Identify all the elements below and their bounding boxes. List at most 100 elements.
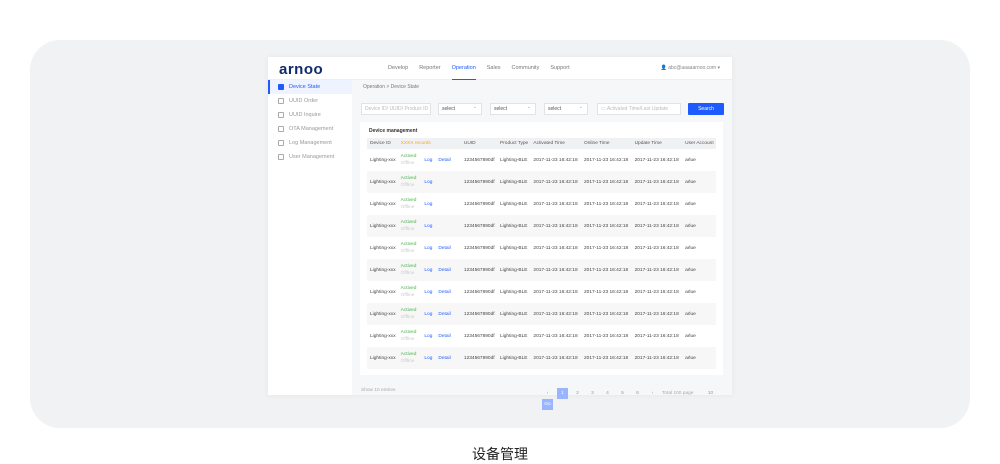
nav-support[interactable]: Support	[550, 65, 570, 71]
uuid: 1234567890df	[460, 303, 497, 325]
online-time: 2017-11-23 16:42:18	[581, 347, 632, 369]
activated-time: 2017-11-23 16:42:18	[533, 289, 578, 295]
activated-time: 2017-11-23 16:42:18	[533, 333, 578, 339]
sidebar-item-ota-management[interactable]: OTA Management	[268, 122, 352, 136]
table-row: Lighting-xxx Actived Offline Log Detail 12345…	[367, 347, 716, 369]
log-link[interactable]: Log	[424, 355, 433, 361]
user-account: arlue	[685, 245, 696, 251]
menu-icon	[278, 84, 284, 90]
detail-link[interactable]: Detail	[438, 157, 451, 163]
device-id: Lighting-xxx	[370, 157, 396, 163]
device-id: Lighting-xxx	[367, 259, 398, 281]
column-header: Update Time	[631, 138, 683, 149]
uuid: 1234567890df	[463, 289, 495, 295]
sidebar-item-device-state[interactable]: Device State	[268, 80, 352, 94]
nav-community[interactable]: Community	[511, 65, 540, 71]
log-link[interactable]: Log	[424, 223, 433, 229]
detail-link[interactable]: Detail	[438, 311, 451, 317]
online-time: 2017-11-23 16:42:18	[584, 201, 629, 207]
detail-link[interactable]: Detail	[438, 245, 451, 251]
sidebar-item-uuid-inquire[interactable]: UUID Inquire	[268, 108, 352, 122]
online-time: 2017-11-23 16:42:18	[581, 259, 632, 281]
activated-time: 2017-11-23 16:42:18	[533, 157, 578, 163]
page-6[interactable]: 6	[636, 391, 639, 396]
log-link[interactable]: Log	[424, 289, 433, 295]
status-actions: Actived Offline Log Detail	[398, 325, 461, 347]
sidebar-item-uuid-order[interactable]: UUID Order	[268, 94, 352, 108]
activated-time: 2017-11-23 16:42:18	[533, 201, 578, 207]
update-time: 2017-11-23 16:42:18	[631, 347, 683, 369]
table-row: Lighting-xxx Actived Offline Log 1234567890d…	[367, 193, 716, 215]
status-offline: Offline	[400, 293, 415, 298]
uuid: 1234567890df	[460, 347, 497, 369]
page-2[interactable]: 2	[576, 391, 579, 396]
page-5[interactable]: 5	[621, 391, 624, 396]
uuid: 1234567890df	[463, 245, 495, 251]
menu-icon	[278, 112, 284, 118]
status-offline: Offline	[400, 161, 415, 166]
status-offline: Offline	[400, 359, 415, 364]
log-link[interactable]: Log	[424, 179, 433, 185]
device-id: Lighting-xxx	[370, 201, 396, 207]
go-button[interactable]: Go	[542, 399, 553, 410]
log-link[interactable]: Log	[424, 333, 433, 339]
nav-operation[interactable]: Operation	[451, 57, 476, 80]
device-id: Lighting-xxx	[370, 245, 396, 251]
user-account: arlue	[682, 303, 716, 325]
log-link[interactable]: Log	[424, 311, 433, 317]
next-page-button[interactable]: ›	[651, 391, 654, 396]
detail-link[interactable]: Detail	[438, 289, 451, 295]
status: Actived Offline	[401, 351, 417, 365]
select-1[interactable]: select	[438, 102, 482, 115]
sidebar-item-label: User Management	[289, 154, 335, 160]
sidebar-item-log-management[interactable]: Log Management	[268, 136, 352, 150]
column-header: Activated Time	[530, 138, 581, 149]
status-activated: Actived	[400, 308, 417, 313]
status-actions: Actived Offline Log	[398, 193, 461, 215]
status: Actived Offline	[401, 307, 417, 321]
online-time: 2017-11-23 16:42:18	[581, 215, 632, 237]
sidebar-item-user-management[interactable]: User Management	[268, 150, 352, 164]
nav-reporter[interactable]: Reporter	[419, 65, 441, 71]
nav-develop[interactable]: Develop	[388, 65, 409, 71]
status-offline: Offline	[400, 227, 415, 232]
date-placeholder: Activated Time/Last Update	[606, 106, 668, 112]
log-link[interactable]: Log	[424, 267, 433, 273]
detail-link[interactable]: Detail	[438, 333, 451, 339]
detail-link[interactable]: Detail	[438, 355, 451, 361]
product-type: Lighting-BLE	[497, 215, 531, 237]
detail-link[interactable]: Detail	[438, 267, 451, 273]
update-time: 2017-11-23 16:42:18	[631, 303, 683, 325]
update-time: 2017-11-23 16:42:18	[631, 171, 683, 193]
table-row: Lighting-xxx Actived Offline Log Detail 12345…	[367, 259, 716, 281]
log-link[interactable]: Log	[424, 157, 433, 163]
prev-page-button[interactable]: ‹	[546, 391, 549, 396]
column-header: Online Time	[581, 138, 632, 149]
select-3[interactable]: select	[544, 102, 588, 115]
user-menu[interactable]: 👤 abc@aaaaarnoo.com ▾	[660, 65, 720, 71]
pagination: ‹ 1 2 3 4 5 6 › Total 100 page 10 Go	[542, 388, 732, 410]
select-2[interactable]: select	[490, 102, 536, 115]
table-row: Lighting-xxx Actived Offline Log Detail 12345…	[367, 149, 716, 171]
status-activated: Actived	[400, 330, 417, 335]
sidebar-item-label: Log Management	[289, 140, 332, 146]
nav-sales[interactable]: Sales	[486, 65, 501, 71]
log-link[interactable]: Log	[424, 245, 433, 251]
page-1[interactable]: 1	[557, 388, 568, 399]
column-header: User Account	[682, 138, 716, 149]
log-link[interactable]: Log	[424, 201, 433, 207]
activated-time: 2017-11-23 16:42:18	[530, 259, 581, 281]
search-button[interactable]: Search	[688, 103, 724, 115]
uuid: 1234567890df	[463, 157, 495, 163]
goto-page-input[interactable]: 10	[707, 391, 714, 396]
search-input[interactable]: Device ID/ UUID/ Product ID	[361, 103, 431, 115]
update-time: 2017-11-23 16:42:18	[634, 245, 679, 251]
uuid: 1234567890df	[460, 215, 497, 237]
online-time: 2017-11-23 16:42:18	[581, 171, 632, 193]
table-row: Lighting-xxx Actived Offline Log Detail 12345…	[367, 237, 716, 259]
page-3[interactable]: 3	[591, 391, 594, 396]
column-header: UUID	[460, 138, 497, 149]
page-size[interactable]: Show 10 entries	[361, 388, 396, 393]
date-range-input[interactable]: ▭ Activated Time/Last Update	[597, 103, 681, 115]
page-4[interactable]: 4	[606, 391, 609, 396]
